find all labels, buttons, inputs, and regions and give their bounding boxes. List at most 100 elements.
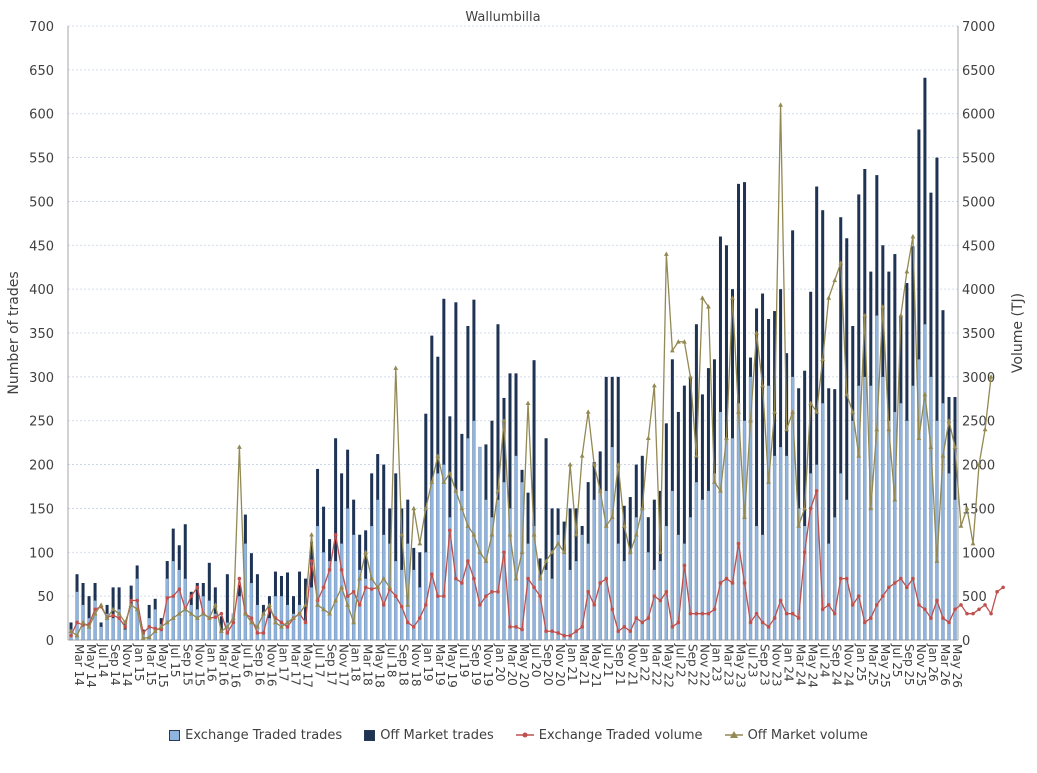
x-tick-label: Sep 22 bbox=[685, 644, 699, 686]
point-exchange-traded-volume bbox=[129, 598, 133, 603]
bar-off-market-trades bbox=[592, 461, 596, 500]
bar-exchange-traded-trades bbox=[177, 569, 181, 641]
x-tick-label: Jul 25 bbox=[890, 643, 904, 678]
point-off-market-volume bbox=[134, 606, 140, 612]
point-off-market-volume bbox=[904, 269, 910, 274]
point-off-market-volume bbox=[435, 453, 441, 458]
point-off-market-volume bbox=[826, 295, 832, 300]
bar-exchange-traded-trades bbox=[496, 499, 500, 641]
x-tick-label: Jan 19 bbox=[421, 643, 435, 682]
point-exchange-traded-volume bbox=[189, 594, 194, 598]
y-tick-label: 250 bbox=[29, 415, 54, 430]
point-exchange-traded-volume bbox=[195, 585, 200, 590]
legend-item-off-market-volume: Off Market volume bbox=[724, 728, 868, 743]
bar-exchange-traded-trades bbox=[466, 438, 470, 641]
point-exchange-traded-volume bbox=[472, 576, 476, 581]
point-exchange-traded-volume bbox=[838, 576, 843, 581]
y-axis-label: Number of trades bbox=[6, 271, 22, 394]
bar-exchange-traded-trades bbox=[538, 578, 542, 641]
point-off-market-volume bbox=[778, 102, 784, 107]
bar-off-market-trades bbox=[724, 245, 728, 439]
point-exchange-traded-volume bbox=[905, 585, 909, 590]
point-off-market-volume bbox=[982, 426, 988, 432]
point-off-market-volume bbox=[922, 391, 928, 397]
point-off-market-volume bbox=[200, 611, 206, 616]
x-tick-label: Nov 15 bbox=[192, 644, 206, 687]
bar-exchange-traded-trades bbox=[700, 499, 705, 641]
point-off-market-volume bbox=[898, 312, 904, 318]
bar-off-market-trades bbox=[171, 528, 175, 562]
point-off-market-volume bbox=[417, 540, 423, 546]
bar-off-market-trades bbox=[815, 186, 819, 465]
bar-off-market-trades bbox=[388, 508, 392, 544]
x-tick-label: Sep 18 bbox=[397, 644, 411, 686]
bar-off-market-trades bbox=[526, 492, 530, 544]
point-off-market-volume bbox=[952, 444, 958, 449]
point-exchange-traded-volume bbox=[893, 581, 897, 585]
point-off-market-volume bbox=[411, 505, 417, 511]
point-exchange-traded-volume bbox=[694, 611, 699, 616]
bar-off-market-trades bbox=[111, 587, 115, 619]
x-tick-label: Sep 15 bbox=[180, 644, 194, 686]
bar-exchange-traded-trades bbox=[851, 420, 855, 641]
bar-exchange-traded-trades bbox=[370, 525, 374, 641]
bar-exchange-traded-trades bbox=[815, 464, 819, 641]
point-exchange-traded-volume bbox=[69, 633, 73, 638]
y-tick-label: 700 bbox=[29, 20, 54, 35]
bar-off-market-trades bbox=[893, 254, 897, 412]
bar-exchange-traded-trades bbox=[893, 411, 897, 641]
bar-off-market-trades bbox=[532, 360, 536, 526]
point-exchange-traded-volume bbox=[983, 603, 987, 607]
point-off-market-volume bbox=[730, 295, 735, 300]
bar-off-market-trades bbox=[153, 598, 157, 610]
bar-exchange-traded-trades bbox=[315, 525, 320, 641]
bar-off-market-trades bbox=[436, 356, 440, 474]
point-off-market-volume bbox=[393, 365, 399, 370]
point-exchange-traded-volume bbox=[75, 620, 79, 625]
x-tick-label: Mar 25 bbox=[866, 644, 880, 686]
point-off-market-volume bbox=[946, 418, 952, 423]
bar-off-market-trades bbox=[442, 298, 446, 465]
x-tick-label: Jan 18 bbox=[349, 643, 363, 682]
bar-off-market-trades bbox=[923, 77, 927, 325]
point-off-market-volume bbox=[339, 584, 345, 590]
point-off-market-volume bbox=[615, 461, 621, 467]
bar-off-market-trades bbox=[598, 451, 602, 491]
point-off-market-volume bbox=[525, 400, 531, 405]
point-exchange-traded-volume bbox=[869, 616, 873, 620]
x-tick-label: Jul 18 bbox=[385, 643, 399, 678]
bar-off-market-trades bbox=[809, 291, 813, 474]
y2-tick-label: 5500 bbox=[962, 152, 995, 167]
point-off-market-volume bbox=[429, 479, 435, 484]
bar-off-market-trades bbox=[376, 454, 380, 500]
x-tick-label: Nov 22 bbox=[697, 644, 711, 687]
point-exchange-traded-volume bbox=[911, 576, 915, 581]
bar-off-market-trades bbox=[646, 517, 650, 553]
x-tick-label: Jan 15 bbox=[132, 643, 146, 682]
bar-exchange-traded-trades bbox=[869, 385, 873, 641]
bar-exchange-traded-trades bbox=[640, 508, 644, 641]
point-off-market-volume bbox=[471, 532, 477, 537]
x-tick-label: Nov 18 bbox=[409, 644, 423, 687]
x-tick-label: May 22 bbox=[661, 644, 675, 688]
point-off-market-volume bbox=[543, 558, 549, 563]
bar-off-market-trades bbox=[845, 238, 849, 500]
point-off-market-volume bbox=[603, 523, 609, 528]
bar-off-market-trades bbox=[261, 604, 265, 614]
bar-off-market-trades bbox=[472, 299, 476, 421]
point-exchange-traded-volume bbox=[514, 625, 518, 629]
point-off-market-volume bbox=[621, 523, 627, 528]
point-off-market-volume bbox=[706, 304, 711, 309]
bar-off-market-trades bbox=[87, 596, 91, 619]
point-off-market-volume bbox=[267, 602, 272, 607]
bar-off-market-trades bbox=[189, 591, 193, 605]
point-off-market-volume bbox=[627, 549, 633, 555]
point-off-market-volume bbox=[718, 488, 723, 493]
bar-off-market-trades bbox=[568, 508, 572, 570]
point-exchange-traded-volume bbox=[736, 541, 741, 546]
point-exchange-traded-volume bbox=[670, 625, 675, 629]
point-off-market-volume bbox=[68, 628, 74, 634]
bar-off-market-trades bbox=[237, 584, 241, 597]
point-exchange-traded-volume bbox=[111, 613, 115, 618]
point-exchange-traded-volume bbox=[496, 589, 500, 594]
